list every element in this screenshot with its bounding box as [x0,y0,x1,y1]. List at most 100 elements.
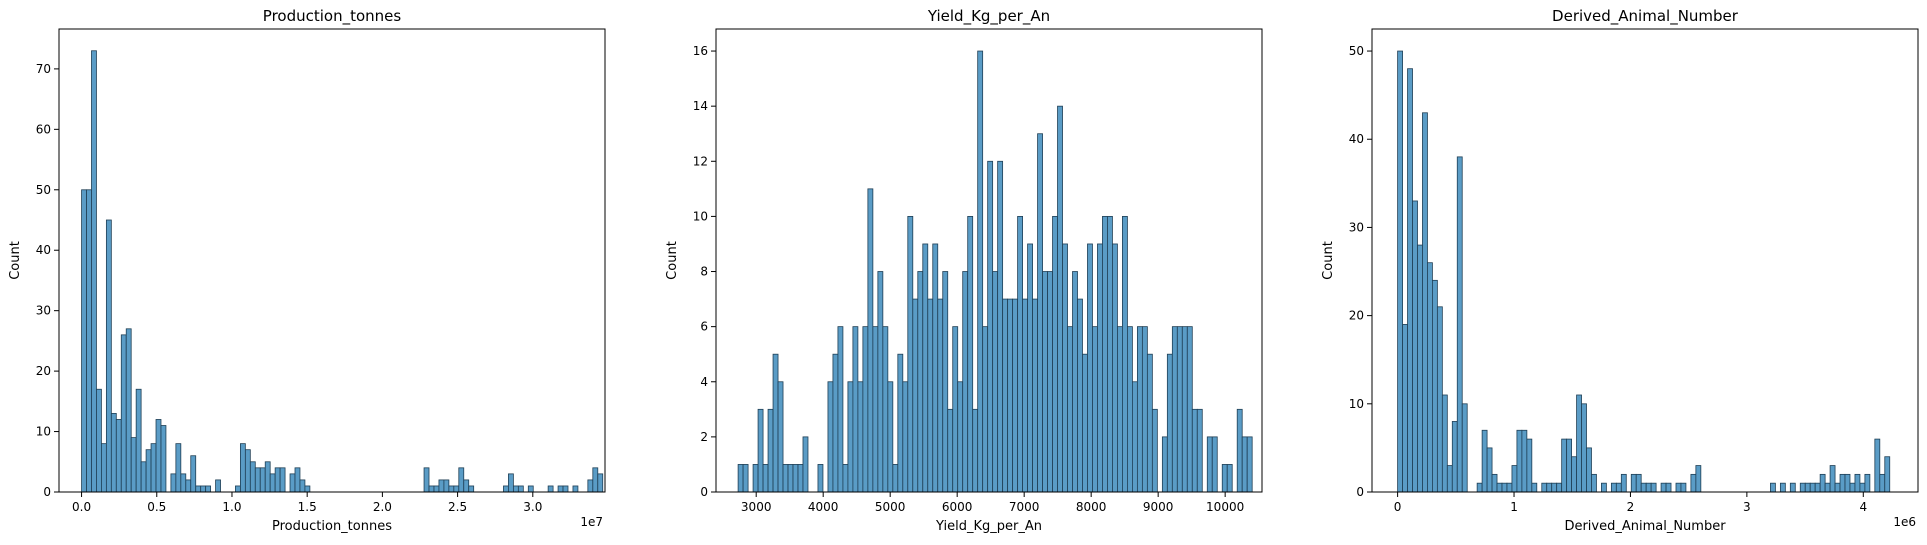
histogram-bar [777,381,784,493]
histogram-bar [1022,298,1028,493]
histogram-bar [1037,133,1043,493]
x-tick-label: 3 [1743,500,1751,514]
histogram-bar [254,467,261,493]
histogram-bar [1067,326,1073,493]
histogram-bar [592,467,599,493]
histogram-bar [1814,482,1821,493]
histogram-bar [1412,200,1418,493]
histogram-bar [304,485,311,493]
histogram-bar [1630,473,1637,493]
x-tick-label: 1.0 [222,500,241,514]
histogram-bar [1511,465,1518,493]
histogram-bar [787,464,794,493]
histogram-bar [140,461,147,493]
histogram-bar [1456,156,1463,493]
histogram-bar [81,189,87,493]
y-tick-label: 20 [36,364,51,378]
histogram-bar [235,485,241,493]
histogram-bar [742,464,749,493]
chart-title: Yield_Kg_per_An [927,7,1050,26]
histogram-bar [757,408,764,493]
histogram-bar [1601,482,1607,493]
histogram-bar [150,443,157,493]
x-tick-label: 0.0 [72,500,91,514]
histogram-bar [1486,447,1493,493]
histogram-bar [1181,326,1188,493]
histogram-bar [1206,436,1213,493]
histogram-bar [503,485,509,493]
histogram-bar [1496,482,1503,493]
x-axis-label: Production_tonnes [272,519,392,534]
histogram-bar [882,326,889,493]
y-tick-label: 60 [36,122,51,136]
histogram-bar [1236,408,1243,493]
histogram-bar [977,50,984,493]
histogram-bar [922,243,929,493]
histogram-bar [1027,243,1033,493]
histogram-bar [269,473,276,493]
histogram-bar [752,464,759,493]
x-tick-label: 8000 [1076,500,1107,514]
histogram-bar [737,464,744,493]
x-tick-label: 3.0 [523,500,542,514]
histogram-bar [767,408,774,493]
histogram-bar [105,219,112,493]
x-offset-label: 1e7 [580,515,603,529]
histogram-bar [1531,482,1538,493]
histogram-bar [1879,473,1886,493]
histogram-bar [1844,473,1851,493]
histogram-bar [1834,482,1841,493]
histogram-bar [1132,381,1138,493]
histogram-bar [987,160,994,493]
histogram-bar [942,271,949,493]
histogram-bar [1859,482,1866,493]
histogram-bar [1640,482,1647,493]
histogram-bar [513,485,519,493]
histogram-bar [259,467,266,493]
x-axis-label: Derived_Animal_Number [1564,519,1726,534]
histogram-bar [1136,326,1143,493]
x-tick-label: 0.5 [147,500,166,514]
chart-title: Production_tonnes [263,7,402,26]
histogram-bar [972,408,979,493]
histogram-bar [587,479,594,493]
histogram-bar [877,271,884,493]
histogram-bar [1087,243,1093,493]
histogram-bar [517,485,524,493]
histogram-bar [762,464,769,493]
histogram-bar [91,50,97,493]
histogram-bar [433,485,440,493]
x-tick-label: 0 [1394,500,1402,514]
histogram-bar [1196,408,1203,493]
histogram-bar [115,419,122,493]
histogram-bar [852,326,859,493]
histogram-bar [1561,438,1568,493]
histogram-bar [802,436,809,493]
histogram-bar [927,298,934,493]
histogram-bar [1481,429,1488,493]
histogram-bar [1072,271,1078,493]
histogram-bar [1002,298,1009,493]
histogram-bar [1591,473,1597,493]
histogram-bar [1107,215,1113,493]
histogram-bar [837,326,844,493]
histogram-bar [1874,438,1881,493]
histogram-bar [1660,482,1667,493]
histogram-bar [1864,473,1871,493]
histogram-bar [1675,482,1682,493]
histogram-bar [1097,243,1103,493]
histogram-bar [1884,456,1891,493]
histogram-bar [1635,473,1642,493]
histogram-bar [110,413,117,493]
histogram-bar [279,467,286,493]
y-tick-label: 70 [36,62,51,76]
histogram-bar [1012,298,1019,493]
histogram-bar [190,455,197,493]
y-axis-label: Count [8,241,23,280]
x-tick-label: 2 [1627,500,1635,514]
histogram-bar [1521,429,1528,493]
histogram-bar [145,449,152,493]
histogram-bar [1191,408,1198,493]
histogram-bar [1186,326,1193,493]
y-tick-label: 10 [1349,397,1364,411]
